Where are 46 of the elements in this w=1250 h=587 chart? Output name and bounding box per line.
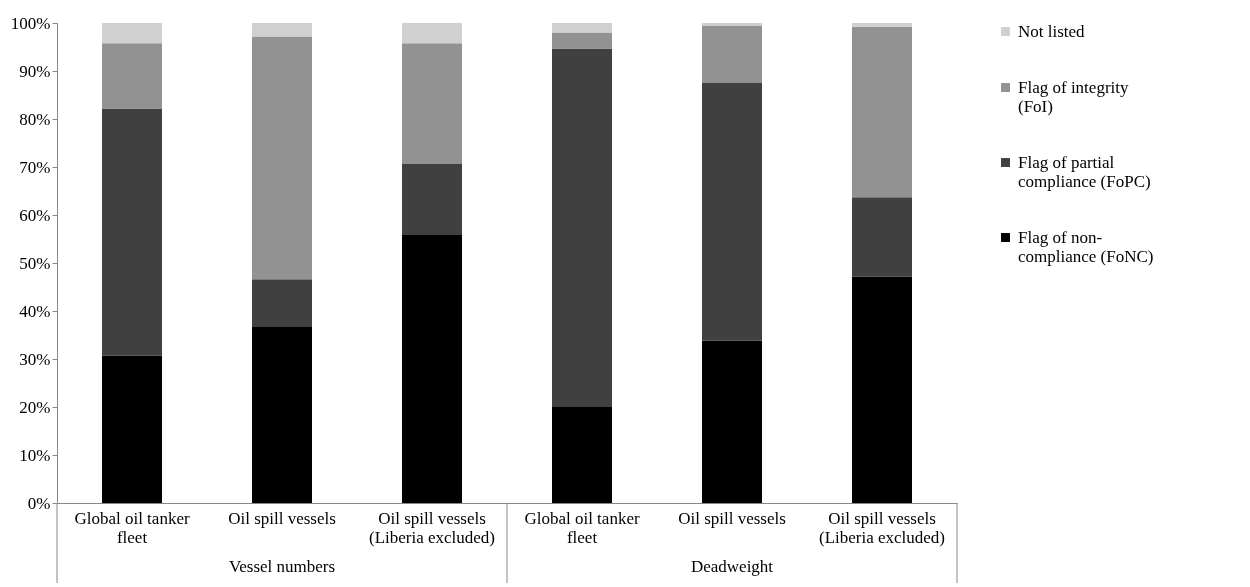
text: Deadweight — [690, 557, 774, 576]
text: Vessel numbers — [228, 557, 336, 576]
bar — [252, 36, 312, 280]
y-tick-label: 90% — [19, 61, 51, 81]
bar — [102, 43, 162, 109]
x-tick-label: Global oil tanker fleet — [524, 509, 640, 547]
bar — [102, 108, 162, 356]
legend-label: Not listed — [1018, 21, 1086, 41]
bar — [402, 164, 462, 235]
bar — [552, 48, 612, 407]
y-tick-label: 60% — [19, 205, 51, 225]
x-tick-label: Oil spill vessels (Liberia excluded) — [818, 509, 946, 547]
y-tick-label: 100% — [10, 13, 51, 33]
y-tick-label: 0% — [27, 493, 51, 513]
x-tick-label: Oil spill vessels — [678, 509, 786, 528]
y-tick-label: 40% — [19, 301, 51, 321]
bar — [852, 197, 912, 277]
x-tick-label: Oil spill vessels (Liberia excluded) — [368, 509, 496, 547]
y-tick-label: 80% — [19, 109, 51, 129]
y-tick-label: 70% — [19, 157, 51, 177]
bar — [552, 23, 612, 33]
y-tick-label: 50% — [19, 253, 51, 273]
bar — [402, 234, 462, 503]
bar — [702, 340, 762, 503]
legend-label: Flag of integrity (FoI) — [1018, 77, 1129, 116]
bar — [102, 355, 162, 503]
bar — [702, 25, 762, 83]
legend-label: Flag of non-compliance (FoNC) — [1018, 227, 1154, 266]
x-tick-label: Oil spill vessels — [228, 509, 336, 528]
bar — [402, 23, 462, 44]
y-tick-label: 10% — [19, 445, 51, 465]
bar — [552, 32, 612, 49]
bar — [252, 23, 312, 37]
legend-label: Flag of partial compliance (FoPC) — [1018, 152, 1151, 191]
bar — [252, 279, 312, 327]
bar — [852, 23, 912, 27]
bar — [552, 407, 612, 503]
bar — [702, 83, 762, 341]
bar — [102, 23, 162, 44]
bar — [852, 26, 912, 198]
y-tick-label: 30% — [19, 349, 51, 369]
bar — [852, 276, 912, 503]
bar — [252, 326, 312, 503]
x-tick-label: Global oil tanker fleet — [74, 509, 190, 547]
bar — [402, 43, 462, 165]
y-tick-label: 20% — [19, 397, 51, 417]
